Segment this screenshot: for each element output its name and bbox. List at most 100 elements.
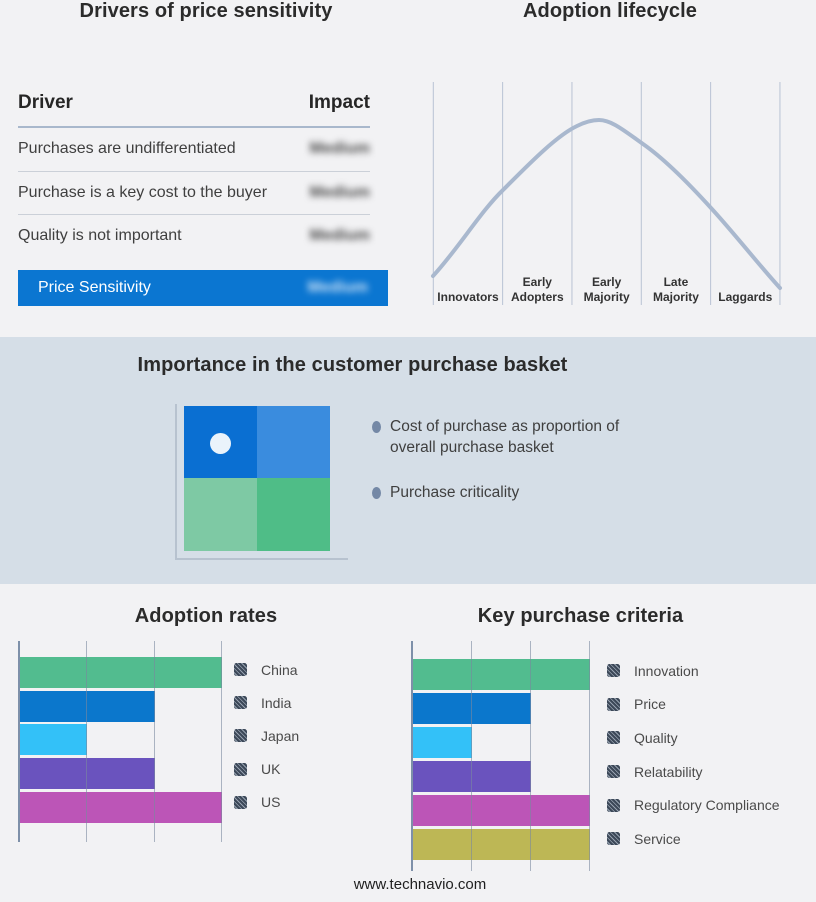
legend-label: Quality bbox=[634, 729, 678, 746]
price-sensitivity-highlight-row: Price Sensitivity Medium bbox=[18, 270, 388, 306]
lifecycle-panel-title: Adoption lifecycle bbox=[522, 0, 698, 22]
bullet-text: Cost of purchase as proportion of overal… bbox=[390, 418, 620, 456]
adoption-rates-title: Adoption rates bbox=[134, 605, 278, 627]
drivers-table: Driver Impact Purchases are undifferenti… bbox=[18, 90, 370, 258]
impact-cell-blurred: Medium bbox=[309, 183, 370, 201]
chart-gridline bbox=[221, 641, 222, 842]
legend-hatch-swatch-icon bbox=[607, 798, 620, 812]
legend-label: Japan bbox=[261, 727, 300, 744]
chart-gridline bbox=[86, 641, 88, 842]
lifecycle-gridlines bbox=[432, 82, 781, 305]
legend-label: UK bbox=[261, 761, 281, 778]
legend-label: Price bbox=[634, 696, 666, 713]
legend-item: Regulatory Compliance bbox=[607, 788, 780, 822]
legend-hatch-swatch-icon bbox=[234, 762, 247, 776]
key-purchase-criteria-legend: Innovation Price Quality Relatability Regula… bbox=[607, 654, 780, 856]
price-sensitivity-impact-blurred: Medium bbox=[307, 279, 368, 296]
chart-gridline bbox=[589, 641, 590, 871]
bullet-item: Cost of purchase as proportion of overal… bbox=[372, 417, 624, 459]
legend-label: India bbox=[261, 694, 292, 711]
legend-hatch-swatch-icon bbox=[607, 832, 620, 846]
price-sensitivity-label: Price Sensitivity bbox=[38, 279, 151, 296]
lifecycle-stage-label: Late Majority bbox=[652, 274, 699, 305]
driver-cell: Quality is not important bbox=[18, 227, 182, 245]
bar-uk bbox=[20, 758, 155, 790]
bar-price bbox=[413, 692, 531, 724]
driver-cell: Purchases are undifferentiated bbox=[18, 140, 236, 158]
legend-hatch-swatch-icon bbox=[234, 663, 247, 677]
bar-relatability bbox=[413, 760, 531, 792]
drivers-table-rows: Purchases are undifferentiated Medium Purc… bbox=[18, 128, 370, 258]
bar-regulatory-compliance bbox=[413, 794, 590, 826]
legend-item: China bbox=[234, 653, 299, 686]
bullet-dot-icon bbox=[372, 486, 381, 499]
drivers-panel-title: Drivers of price sensitivity bbox=[79, 0, 333, 22]
table-row: Purchase is a key cost to the buyer Mediu… bbox=[18, 172, 370, 215]
lifecycle-stage-label: Early Adopters bbox=[510, 274, 564, 305]
drivers-table-header: Driver Impact bbox=[18, 90, 370, 128]
lifecycle-bell-curve bbox=[431, 117, 782, 290]
driver-cell: Purchase is a key cost to the buyer bbox=[18, 183, 268, 201]
legend-hatch-swatch-icon bbox=[234, 729, 247, 743]
key-purchase-criteria-plot bbox=[411, 641, 590, 871]
legend-hatch-swatch-icon bbox=[607, 731, 620, 745]
legend-hatch-swatch-icon bbox=[234, 696, 247, 710]
quadrant-position-dot bbox=[210, 433, 231, 454]
basket-band-title: Importance in the customer purchase bask… bbox=[137, 354, 568, 376]
legend-hatch-swatch-icon bbox=[607, 697, 620, 711]
legend-item: US bbox=[234, 786, 299, 819]
column-header-driver: Driver bbox=[18, 92, 73, 113]
quadrant-chart bbox=[184, 406, 330, 551]
bullet-dot-icon bbox=[372, 421, 381, 433]
legend-label: China bbox=[261, 661, 298, 678]
impact-cell-blurred: Medium bbox=[309, 227, 370, 245]
legend-item: Quality bbox=[607, 721, 780, 755]
bar-service bbox=[413, 828, 590, 860]
quadrant-cell-bottom-left bbox=[184, 478, 257, 551]
website-link[interactable]: www.technavio.com bbox=[353, 876, 487, 893]
quadrant-y-axis bbox=[175, 404, 177, 560]
adoption-rates-plot bbox=[18, 641, 222, 842]
bullet-text: Purchase criticality bbox=[390, 483, 520, 501]
legend-label: US bbox=[261, 794, 281, 811]
legend-item: Innovation bbox=[607, 654, 780, 688]
bar-india bbox=[20, 690, 155, 722]
bar-us bbox=[20, 791, 222, 823]
column-header-impact: Impact bbox=[308, 92, 370, 113]
lifecycle-stage-label: Laggards bbox=[718, 290, 773, 305]
quadrant-x-axis bbox=[175, 558, 348, 560]
chart-gridline bbox=[530, 641, 531, 871]
quadrant-cell-top-left bbox=[184, 406, 257, 478]
bar-innovation bbox=[413, 658, 590, 690]
legend-item: UK bbox=[234, 753, 299, 786]
lifecycle-svg bbox=[431, 82, 782, 305]
legend-item: Relatability bbox=[607, 755, 780, 789]
legend-hatch-swatch-icon bbox=[607, 765, 620, 779]
quadrant-cell-bottom-right bbox=[257, 478, 330, 551]
legend-item: Price bbox=[607, 688, 780, 722]
basket-bullet-list: Cost of purchase as proportion of overal… bbox=[372, 417, 624, 504]
adoption-rates-legend: China India Japan UK US bbox=[234, 653, 299, 819]
legend-item: Service bbox=[607, 822, 780, 856]
legend-item: India bbox=[234, 686, 299, 719]
legend-item: Japan bbox=[234, 719, 299, 752]
bar-quality bbox=[413, 726, 472, 758]
lifecycle-stage-label: Early Majority bbox=[583, 274, 630, 305]
legend-label: Innovation bbox=[634, 662, 699, 679]
quadrant-cell-top-right bbox=[257, 406, 330, 478]
bullet-item: Purchase criticality bbox=[372, 483, 624, 504]
chart-gridline bbox=[153, 641, 155, 842]
legend-label: Service bbox=[634, 830, 681, 847]
legend-label: Relatability bbox=[634, 763, 703, 780]
chart-gridline bbox=[471, 641, 472, 871]
table-row: Quality is not important Medium bbox=[18, 215, 370, 258]
bar-japan bbox=[20, 724, 88, 756]
purchase-basket-band bbox=[0, 337, 816, 584]
table-row: Purchases are undifferentiated Medium bbox=[18, 128, 370, 172]
bar-china bbox=[20, 657, 222, 688]
lifecycle-stage-label: Innovators bbox=[437, 290, 499, 305]
legend-label: Regulatory Compliance bbox=[634, 797, 780, 814]
legend-hatch-swatch-icon bbox=[234, 795, 247, 809]
legend-hatch-swatch-icon bbox=[607, 664, 620, 678]
